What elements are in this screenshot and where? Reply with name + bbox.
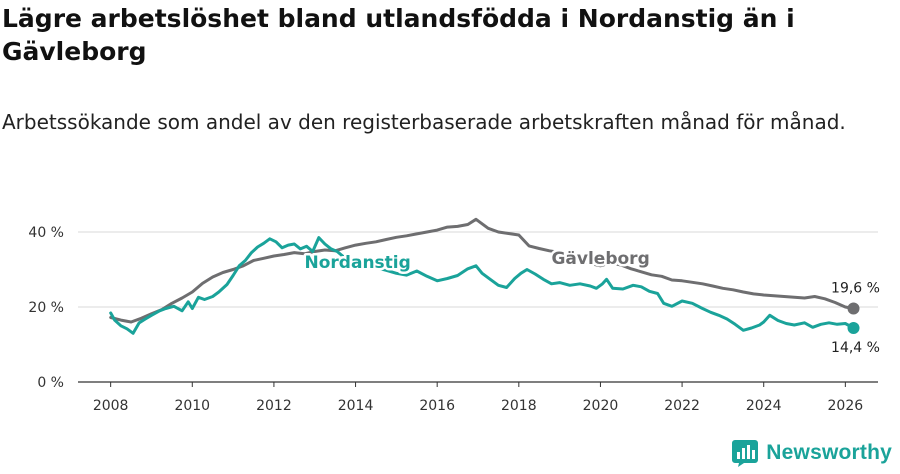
y-tick-label: 40 %	[28, 225, 64, 241]
series-label-halo-g-vleborg: Gävleborg	[551, 249, 649, 269]
chart-subtitle: Arbetssökande som andel av den registerb…	[2, 110, 846, 134]
y-tick-label: 0 %	[37, 375, 64, 391]
x-tick-label: 2020	[583, 398, 619, 414]
chart-title: Lägre arbetslöshet bland utlandsfödda i …	[2, 4, 795, 66]
series-line-nordanstig	[109, 236, 855, 335]
y-tick-label: 20 %	[28, 300, 64, 316]
newsworthy-brand: Newsworthy	[730, 438, 892, 468]
series-label-g-vleborg: Gävleborg	[551, 249, 649, 269]
x-tick-label: 2026	[828, 398, 864, 414]
end-value-label-g-vleborg: 19,6 %	[831, 281, 880, 297]
x-tick-label: 2012	[256, 398, 292, 414]
series-lines	[109, 217, 860, 335]
gridlines	[78, 231, 878, 308]
x-tick-label: 2022	[664, 398, 700, 414]
series-label-halo-nordanstig: Nordanstig	[305, 253, 411, 273]
end-point-nordanstig	[847, 322, 860, 334]
newsworthy-logo-icon	[732, 440, 759, 467]
series-line-g-vleborg	[109, 217, 855, 324]
axes: 0 % 20 % 40 % 2008 2010 2012 2014 2016 2018 2020 2…	[28, 225, 878, 414]
x-tick-label: 2024	[746, 398, 782, 414]
end-value-label-nordanstig: 14,4 %	[831, 340, 880, 356]
x-tick-label: 2010	[174, 398, 210, 414]
x-tick-label: 2014	[338, 398, 374, 414]
brand-name: Newsworthy	[766, 441, 892, 464]
x-tick-label: 2008	[93, 398, 129, 414]
end-point-g-vleborg	[847, 302, 860, 315]
chart-labels: GävleborgGävleborgNordanstigNordanstig19…	[302, 246, 880, 356]
series-label-nordanstig: Nordanstig	[305, 253, 411, 273]
x-tick-label: 2016	[419, 398, 455, 414]
x-tick-label: 2018	[501, 398, 537, 414]
